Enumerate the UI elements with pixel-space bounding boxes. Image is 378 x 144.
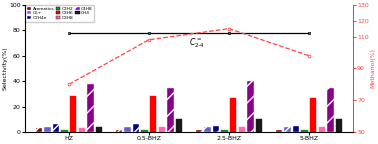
Bar <box>124 127 131 132</box>
Bar <box>176 119 182 132</box>
Bar <box>196 129 202 132</box>
Y-axis label: Selectivity(%): Selectivity(%) <box>3 47 8 90</box>
Y-axis label: Methanol(%): Methanol(%) <box>370 48 375 88</box>
Bar <box>284 127 291 132</box>
Bar <box>213 126 219 132</box>
Bar <box>70 96 76 132</box>
Bar <box>336 119 342 132</box>
Bar <box>222 129 228 132</box>
Bar <box>53 124 59 132</box>
Bar <box>327 88 333 132</box>
Bar <box>256 119 262 132</box>
Bar <box>96 127 102 132</box>
Bar <box>293 126 299 132</box>
Bar <box>116 129 122 132</box>
Bar <box>301 129 308 132</box>
Bar <box>247 81 254 132</box>
Bar <box>87 84 94 132</box>
Bar <box>133 124 139 132</box>
Bar <box>204 127 211 132</box>
Bar <box>79 128 85 132</box>
Bar <box>167 88 174 132</box>
Bar <box>44 127 51 132</box>
Text: $C_{2\text{-}4}^{=}$: $C_{2\text{-}4}^{=}$ <box>189 37 204 50</box>
Bar <box>159 127 165 132</box>
Bar <box>230 98 236 132</box>
Legend: Aromatics, C5+, C2H4n, C2H2, C3H6, C3H8, C4H8, CH4: Aromatics, C5+, C2H4n, C2H2, C3H6, C3H8,… <box>25 5 94 22</box>
Bar <box>150 96 156 132</box>
Bar <box>239 127 245 132</box>
Bar <box>319 127 325 132</box>
Bar <box>276 129 282 132</box>
Bar <box>141 129 148 132</box>
Bar <box>310 98 316 132</box>
Bar <box>62 129 68 132</box>
Bar <box>36 128 42 132</box>
